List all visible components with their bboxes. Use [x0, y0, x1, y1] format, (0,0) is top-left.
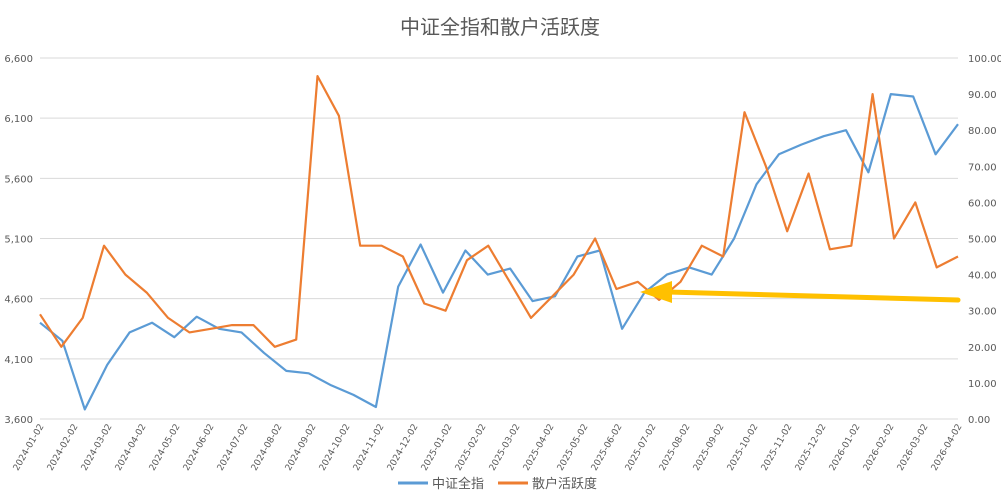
x-tick-label: 2026-02-02	[862, 423, 897, 473]
x-tick-label: 2024-03-02	[80, 423, 115, 473]
x-tick-label: 2025-04-02	[522, 423, 557, 473]
right-tick-label: 0.00	[968, 415, 990, 426]
left-tick-label: 4,600	[4, 295, 33, 306]
x-tick-label: 2024-01-02	[12, 423, 47, 473]
plot-series	[39, 74, 959, 411]
x-tick-label: 2024-10-02	[318, 423, 353, 473]
left-tick-label: 6,100	[4, 114, 33, 125]
x-tick-label: 2024-11-02	[352, 423, 387, 473]
x-tick-label: 2026-01-02	[828, 423, 863, 473]
x-tick-label: 2025-08-02	[658, 423, 693, 473]
x-tick-label: 2024-07-02	[216, 423, 251, 473]
right-tick-label: 80.00	[968, 126, 997, 137]
x-tick-label: 2024-12-02	[386, 423, 421, 473]
annotation-layer	[640, 281, 961, 303]
x-tick-label: 2024-09-02	[284, 423, 319, 473]
left-tick-label: 4,100	[4, 355, 33, 366]
annotation-arrow-shaft	[665, 289, 961, 303]
x-tick-label: 2024-04-02	[114, 423, 149, 473]
x-tick-label: 2025-11-02	[760, 423, 795, 473]
series-line-1	[39, 92, 959, 411]
x-tick-label: 2024-06-02	[182, 423, 217, 473]
legend-label-series2: 散户活跃度	[532, 476, 597, 492]
x-tick-label: 2025-02-02	[454, 423, 489, 473]
left-tick-label: 5,600	[4, 174, 33, 185]
x-tick-label: 2025-07-02	[624, 423, 659, 473]
right-tick-label: 40.00	[968, 271, 997, 282]
x-tick-label: 2024-02-02	[46, 423, 81, 473]
x-tick-label: 2025-10-02	[726, 423, 761, 473]
right-tick-label: 100.00	[968, 54, 1001, 65]
right-tick-label: 30.00	[968, 307, 997, 318]
x-tick-label: 2025-09-02	[692, 423, 727, 473]
x-tick-label: 2025-05-02	[556, 423, 591, 473]
x-tick-label: 2024-05-02	[148, 423, 183, 473]
right-axis-ticks: 0.00 10.00 20.00 30.00 40.00 50.00 60.00 70.00 8…	[968, 54, 1001, 426]
series-line-2	[39, 74, 959, 348]
x-tick-label: 2026-03-02	[896, 423, 931, 473]
gridlines	[40, 57, 958, 420]
left-tick-label: 3,600	[4, 415, 33, 426]
right-tick-label: 70.00	[968, 162, 997, 173]
right-tick-label: 90.00	[968, 90, 997, 101]
x-tick-label: 2025-06-02	[590, 423, 625, 473]
right-tick-label: 50.00	[968, 235, 997, 246]
left-tick-label: 5,100	[4, 235, 33, 246]
x-tick-label: 2025-03-02	[488, 423, 523, 473]
x-tick-label: 2025-01-02	[420, 423, 455, 473]
right-tick-label: 60.00	[968, 198, 997, 209]
x-tick-label: 2025-12-02	[794, 423, 829, 473]
x-tick-label: 2024-08-02	[250, 423, 285, 473]
annotation-arrow-head	[640, 281, 672, 303]
left-tick-label: 6,600	[4, 54, 33, 65]
legend: 中证全指 散户活跃度	[398, 476, 597, 492]
right-tick-label: 10.00	[968, 379, 997, 390]
left-axis-ticks: 3,600 4,100 4,600 5,100 5,600 6,100 6,600	[4, 54, 33, 426]
legend-label-series1: 中证全指	[432, 476, 484, 492]
x-axis-ticks: 2024-01-02 2024-02-02 2024-03-02 2024-04-02…	[12, 423, 965, 473]
x-tick-label: 2026-04-02	[930, 423, 965, 473]
chart-title: 中证全指和散户活跃度	[400, 15, 600, 39]
right-tick-label: 20.00	[968, 343, 997, 354]
